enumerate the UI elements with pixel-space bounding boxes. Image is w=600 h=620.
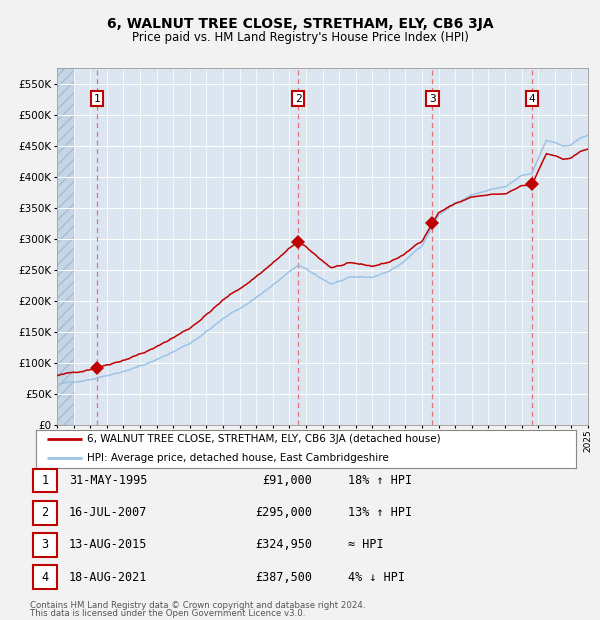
Text: 18-AUG-2021: 18-AUG-2021 [69,571,148,583]
Text: 4% ↓ HPI: 4% ↓ HPI [348,571,405,583]
Text: 1: 1 [41,474,49,487]
Text: This data is licensed under the Open Government Licence v3.0.: This data is licensed under the Open Gov… [30,609,305,618]
Text: 6, WALNUT TREE CLOSE, STRETHAM, ELY, CB6 3JA: 6, WALNUT TREE CLOSE, STRETHAM, ELY, CB6… [107,17,493,30]
Text: £295,000: £295,000 [255,507,312,519]
Text: HPI: Average price, detached house, East Cambridgeshire: HPI: Average price, detached house, East… [88,453,389,464]
Text: £91,000: £91,000 [262,474,312,487]
Text: 3: 3 [41,539,49,551]
Text: Price paid vs. HM Land Registry's House Price Index (HPI): Price paid vs. HM Land Registry's House … [131,31,469,43]
Text: 13-AUG-2015: 13-AUG-2015 [69,539,148,551]
Text: 6, WALNUT TREE CLOSE, STRETHAM, ELY, CB6 3JA (detached house): 6, WALNUT TREE CLOSE, STRETHAM, ELY, CB6… [88,434,441,445]
Text: Contains HM Land Registry data © Crown copyright and database right 2024.: Contains HM Land Registry data © Crown c… [30,601,365,609]
Text: 13% ↑ HPI: 13% ↑ HPI [348,507,412,519]
Text: 2: 2 [41,507,49,519]
Text: 4: 4 [41,571,49,583]
Text: 4: 4 [529,94,535,104]
Text: 2: 2 [295,94,302,104]
Text: 16-JUL-2007: 16-JUL-2007 [69,507,148,519]
Text: £387,500: £387,500 [255,571,312,583]
Text: £324,950: £324,950 [255,539,312,551]
Text: 1: 1 [94,94,100,104]
Text: 31-MAY-1995: 31-MAY-1995 [69,474,148,487]
Text: 18% ↑ HPI: 18% ↑ HPI [348,474,412,487]
Text: ≈ HPI: ≈ HPI [348,539,383,551]
Text: 3: 3 [429,94,436,104]
